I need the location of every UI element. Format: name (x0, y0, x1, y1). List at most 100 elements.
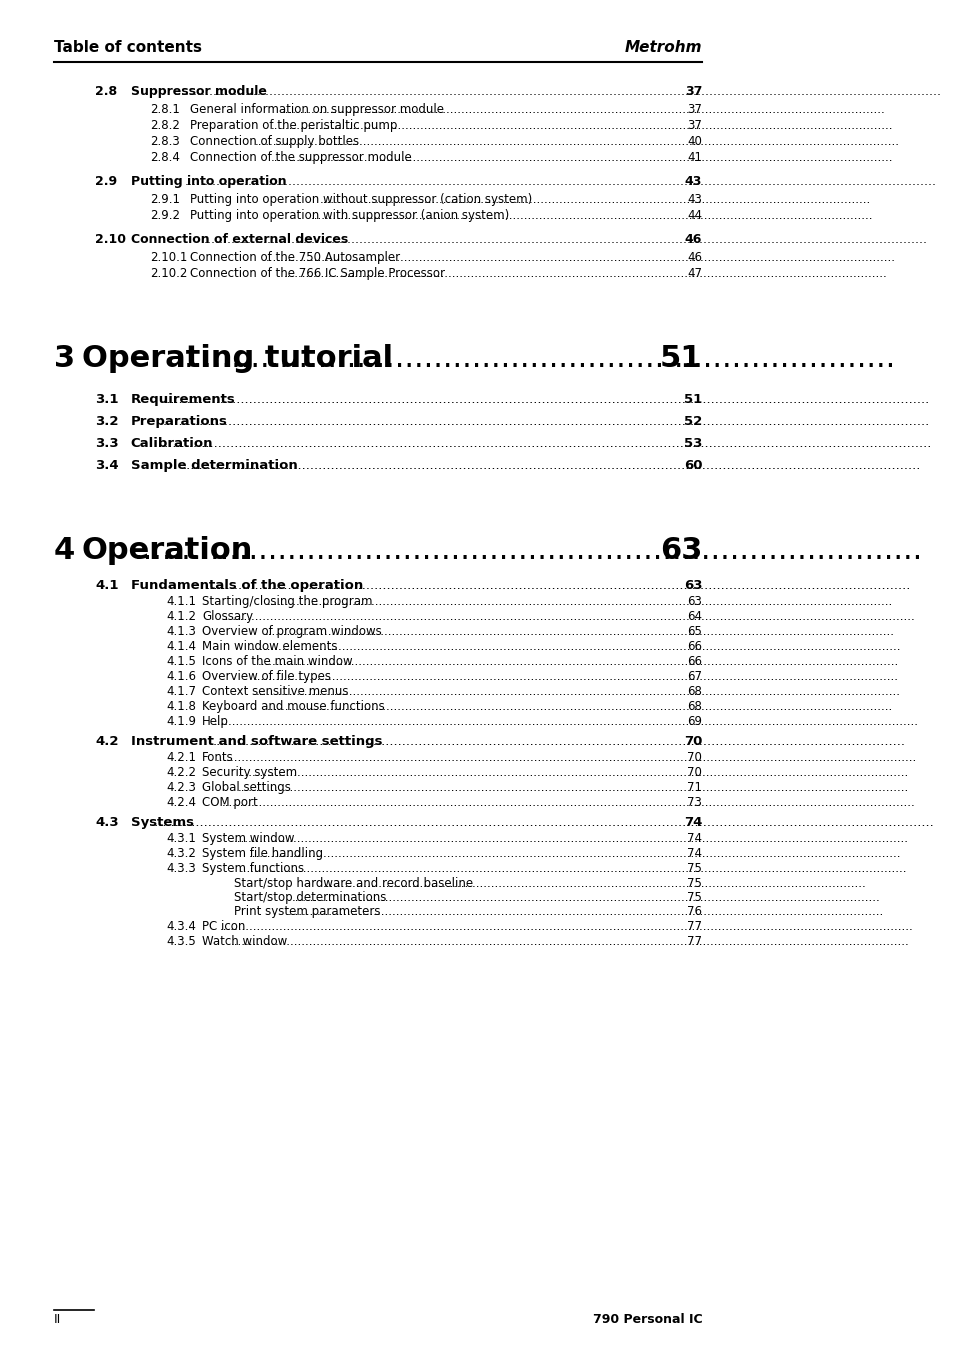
Text: 4.1.2: 4.1.2 (166, 611, 196, 623)
Text: ................................................................................: ........................................… (264, 626, 894, 638)
Text: Keyboard and mouse functions: Keyboard and mouse functions (202, 700, 384, 713)
Text: 2.10.2: 2.10.2 (151, 267, 188, 280)
Text: 73: 73 (686, 796, 701, 809)
Text: Connection of the 766 IC Sample Processor: Connection of the 766 IC Sample Processo… (190, 267, 445, 280)
Text: 4.1: 4.1 (95, 580, 118, 592)
Text: Requirements: Requirements (131, 393, 235, 407)
Text: 43: 43 (686, 193, 701, 205)
Text: ................................................................................: ........................................… (281, 103, 884, 116)
Text: Connection of the 750 Autosampler: Connection of the 750 Autosampler (190, 251, 400, 263)
Text: 2.8.3: 2.8.3 (151, 135, 180, 149)
Text: 75: 75 (686, 877, 701, 890)
Text: 66: 66 (686, 640, 701, 653)
Text: Sample determination: Sample determination (131, 459, 297, 471)
Text: ................................................................................: ........................................… (322, 877, 865, 890)
Text: ................................................................................: ........................................… (185, 176, 936, 188)
Text: Help: Help (202, 715, 229, 728)
Text: Putting into operation without suppressor (cation system): Putting into operation without suppresso… (190, 193, 532, 205)
Text: Print system parameters: Print system parameters (233, 905, 380, 917)
Text: Connection of the suppressor module: Connection of the suppressor module (190, 151, 412, 163)
Text: 74: 74 (683, 816, 701, 830)
Text: 74: 74 (686, 832, 701, 844)
Text: Icons of the main window: Icons of the main window (202, 655, 353, 667)
Text: 3: 3 (53, 345, 75, 373)
Text: ................................................................................: ........................................… (270, 119, 892, 132)
Text: 4.1.4: 4.1.4 (166, 640, 196, 653)
Text: 51: 51 (683, 393, 701, 407)
Text: 77: 77 (686, 935, 701, 948)
Text: 68: 68 (686, 685, 701, 698)
Text: Watch window: Watch window (202, 935, 287, 948)
Text: Metrohm: Metrohm (624, 41, 701, 55)
Text: 4.2.3: 4.2.3 (166, 781, 196, 794)
Text: ................................................................................: ........................................… (267, 700, 892, 713)
Text: 2.10: 2.10 (95, 232, 126, 246)
Text: ................................................................................: ........................................… (233, 832, 907, 844)
Text: ................................................................................: ........................................… (249, 847, 901, 861)
Text: 4.1.7: 4.1.7 (166, 685, 196, 698)
Text: 2.8: 2.8 (95, 85, 117, 99)
Text: System window: System window (202, 832, 294, 844)
Text: 47: 47 (686, 267, 701, 280)
Text: ................................................................................: ........................................… (267, 594, 892, 608)
Text: Instrument and software settings: Instrument and software settings (131, 735, 382, 748)
Text: PC icon: PC icon (202, 920, 245, 934)
Text: 52: 52 (683, 415, 701, 428)
Text: 4.2: 4.2 (95, 735, 118, 748)
Text: Operation: Operation (82, 536, 253, 565)
Text: ................................................................................: ........................................… (134, 536, 923, 565)
Text: 46: 46 (686, 251, 701, 263)
Text: Suppressor module: Suppressor module (131, 85, 266, 99)
Text: 40: 40 (686, 135, 701, 149)
Text: 64: 64 (686, 611, 701, 623)
Text: 4.2.4: 4.2.4 (166, 796, 196, 809)
Text: 4.3.1: 4.3.1 (166, 832, 196, 844)
Text: 65: 65 (686, 626, 701, 638)
Text: 74: 74 (686, 847, 701, 861)
Text: 3.4: 3.4 (95, 459, 118, 471)
Text: Connection of external devices: Connection of external devices (131, 232, 348, 246)
Text: 75: 75 (686, 892, 701, 904)
Text: 2.10.1: 2.10.1 (151, 251, 188, 263)
Text: 44: 44 (686, 209, 701, 222)
Text: ................................................................................: ........................................… (215, 751, 916, 765)
Text: Start/stop hardware and record baseline: Start/stop hardware and record baseline (233, 877, 473, 890)
Text: 69: 69 (686, 715, 701, 728)
Text: Global settings: Global settings (202, 781, 291, 794)
Text: 4.3.3: 4.3.3 (166, 862, 196, 875)
Text: 4.1.6: 4.1.6 (166, 670, 196, 684)
Text: 790 Personal IC: 790 Personal IC (592, 1313, 701, 1325)
Text: 70: 70 (686, 751, 701, 765)
Text: ................................................................................: ........................................… (266, 251, 895, 263)
Text: Putting into operation with suppressor (anion system): Putting into operation with suppressor (… (190, 209, 509, 222)
Text: 70: 70 (683, 735, 701, 748)
Text: Preparations: Preparations (131, 415, 228, 428)
Text: 37: 37 (686, 119, 701, 132)
Text: Security system: Security system (202, 766, 297, 780)
Text: Glossary: Glossary (202, 611, 253, 623)
Text: Systems: Systems (131, 816, 193, 830)
Text: ................................................................................: ........................................… (254, 135, 899, 149)
Text: Operating tutorial: Operating tutorial (82, 345, 393, 373)
Text: ................................................................................: ........................................… (292, 892, 880, 904)
Text: 46: 46 (684, 232, 701, 246)
Text: 41: 41 (686, 151, 701, 163)
Text: General information on suppressor module: General information on suppressor module (190, 103, 444, 116)
Text: 53: 53 (683, 436, 701, 450)
Text: ................................................................................: ........................................… (213, 735, 904, 748)
Text: ................................................................................: ........................................… (222, 611, 915, 623)
Text: ................................................................................: ........................................… (253, 670, 898, 684)
Text: ................................................................................: ........................................… (204, 232, 926, 246)
Text: 4.2.2: 4.2.2 (166, 766, 196, 780)
Text: Preparation of the peristaltic pump: Preparation of the peristaltic pump (190, 119, 397, 132)
Text: ................................................................................: ........................................… (249, 640, 901, 653)
Text: Calibration: Calibration (131, 436, 213, 450)
Text: 71: 71 (686, 781, 701, 794)
Text: ................................................................................: ........................................… (240, 862, 906, 875)
Text: ................................................................................: ........................................… (270, 151, 892, 163)
Text: ................................................................................: ........................................… (183, 459, 921, 471)
Text: Fonts: Fonts (202, 751, 233, 765)
Text: ................................................................................: ........................................… (163, 393, 929, 407)
Text: ................................................................................: ........................................… (310, 209, 872, 222)
Text: Starting/closing the program: Starting/closing the program (202, 594, 373, 608)
